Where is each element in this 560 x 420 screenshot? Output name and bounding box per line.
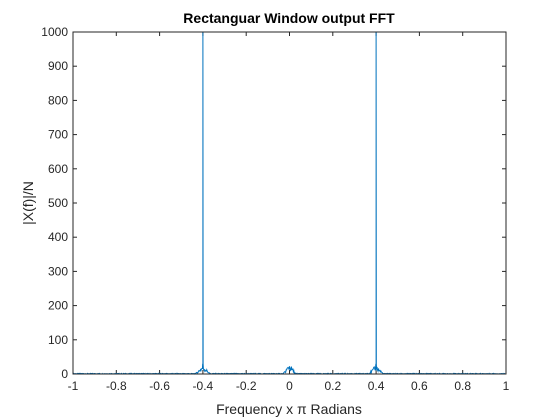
x-tick-label: 0.8 (454, 379, 471, 393)
y-axis-label: |X(f)|/N (20, 181, 36, 225)
y-tick-label: 900 (48, 59, 68, 73)
y-tick-label: 0 (61, 367, 68, 381)
x-tick-label: -0.6 (149, 379, 170, 393)
x-tick-label: -0.8 (106, 379, 127, 393)
y-tick-label: 500 (48, 196, 68, 210)
x-tick-label: -0.4 (193, 379, 214, 393)
x-tick-label: -1 (68, 379, 79, 393)
x-tick-label: 0 (286, 379, 293, 393)
chart-title: Rectanguar Window output FFT (183, 10, 395, 26)
x-tick-label: 0.2 (324, 379, 341, 393)
y-tick-label: 700 (48, 128, 68, 142)
x-tick-label: 1 (503, 379, 510, 393)
x-tick-label: 0.6 (411, 379, 428, 393)
x-tick-label: -0.2 (236, 379, 257, 393)
x-tick-label: 0.4 (368, 379, 385, 393)
y-tick-label: 600 (48, 162, 68, 176)
x-axis-label: Frequency x π Radians (216, 401, 362, 417)
plot-area (73, 32, 506, 374)
y-tick-label: 200 (48, 299, 68, 313)
y-tick-label: 300 (48, 264, 68, 278)
y-axis-ticks: 0 100 200 300 400 500 600 700 800 900 1000 (41, 25, 506, 381)
y-tick-label: 400 (48, 230, 68, 244)
y-tick-label: 1000 (41, 25, 68, 39)
y-tick-label: 100 (48, 333, 68, 347)
axes-box (72, 31, 507, 375)
x-axis-ticks: -1 -0.8 -0.6 -0.4 -0.2 0 0.2 0.4 0.6 0.8 1 (68, 32, 510, 393)
y-tick-label: 800 (48, 93, 68, 107)
